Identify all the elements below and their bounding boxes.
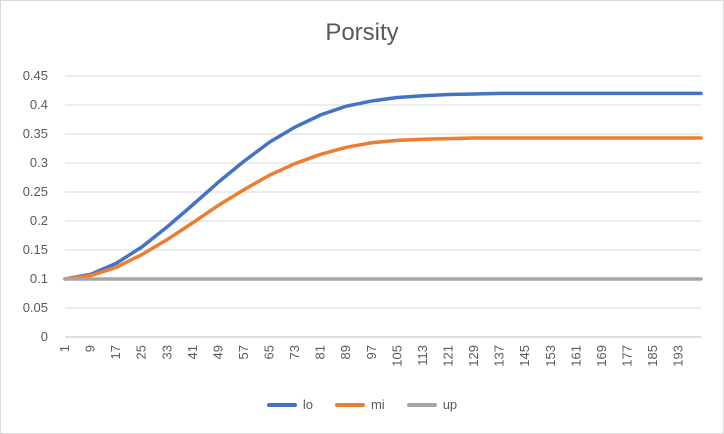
x-tick-label: 89 [338,345,353,359]
x-tick-label: 113 [415,345,430,366]
x-tick-label: 129 [466,345,481,367]
y-tick-label: 0.3 [30,155,48,170]
x-tick-label: 9 [83,345,98,352]
x-tick-label: 17 [108,345,123,359]
x-tick-label: 97 [364,345,379,359]
y-tick-label: 0 [41,329,48,344]
legend-item-up: up [406,397,458,412]
legend-item-lo: lo [266,397,313,412]
x-tick-label: 121 [441,345,456,367]
x-tick-label: 193 [671,345,686,367]
x-tick-label: 185 [645,345,660,367]
x-tick-label: 105 [389,345,404,367]
x-tick-label: 41 [185,345,200,359]
x-tick-label: 81 [313,345,328,359]
y-tick-label: 0.1 [30,271,48,286]
chart-title: Porsity [325,19,399,46]
chart-legend: lo mi up [1,397,723,412]
legend-label: up [442,397,458,412]
x-tick-label: 25 [134,345,149,359]
legend-label: lo [302,397,313,412]
x-tick-label: 57 [236,345,251,359]
x-tick-label: 65 [262,345,277,359]
series-line-lo [63,91,703,281]
y-tick-label: 0.35 [23,126,48,141]
x-tick-label: 137 [492,345,507,367]
x-tick-label: 33 [159,345,174,359]
x-tick-label: 145 [517,345,532,367]
x-tick-label: 153 [543,345,558,367]
y-tick-label: 0.2 [30,213,48,228]
x-tick-label: 177 [619,345,634,367]
legend-swatch [266,402,297,407]
y-tick-label: 0.4 [30,97,48,112]
x-tick-label: 49 [210,345,225,359]
legend-item-mi: mi [334,397,385,412]
y-tick-label: 0.45 [23,68,48,83]
x-tick-label: 161 [568,345,583,367]
x-tick-label: 169 [594,345,609,367]
x-tick-label: 73 [287,345,302,359]
legend-label: mi [370,397,385,412]
y-tick-label: 0.05 [23,300,48,315]
x-tick-label: 1 [57,345,72,352]
legend-swatch [334,402,365,407]
y-tick-label: 0.15 [23,242,48,257]
legend-swatch [406,402,437,407]
y-tick-label: 0.25 [23,184,48,199]
series-line-mi [63,136,703,281]
